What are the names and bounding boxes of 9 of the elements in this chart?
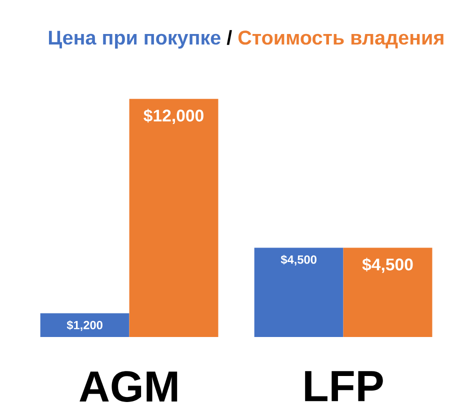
- text: Цена при покупке: [48, 30, 220, 49]
- x-tick-label: AGM: [80, 371, 178, 402]
- text: /: [226, 30, 232, 45]
- data-label: $4,500: [280, 254, 316, 266]
- data-label: $12,000: [144, 108, 204, 124]
- x-tick-label: LFP: [305, 371, 383, 402]
- data-label: $4,500: [362, 258, 413, 273]
- data-label: $1,200: [66, 320, 102, 331]
- text: Стоимость владения: [238, 30, 444, 48]
